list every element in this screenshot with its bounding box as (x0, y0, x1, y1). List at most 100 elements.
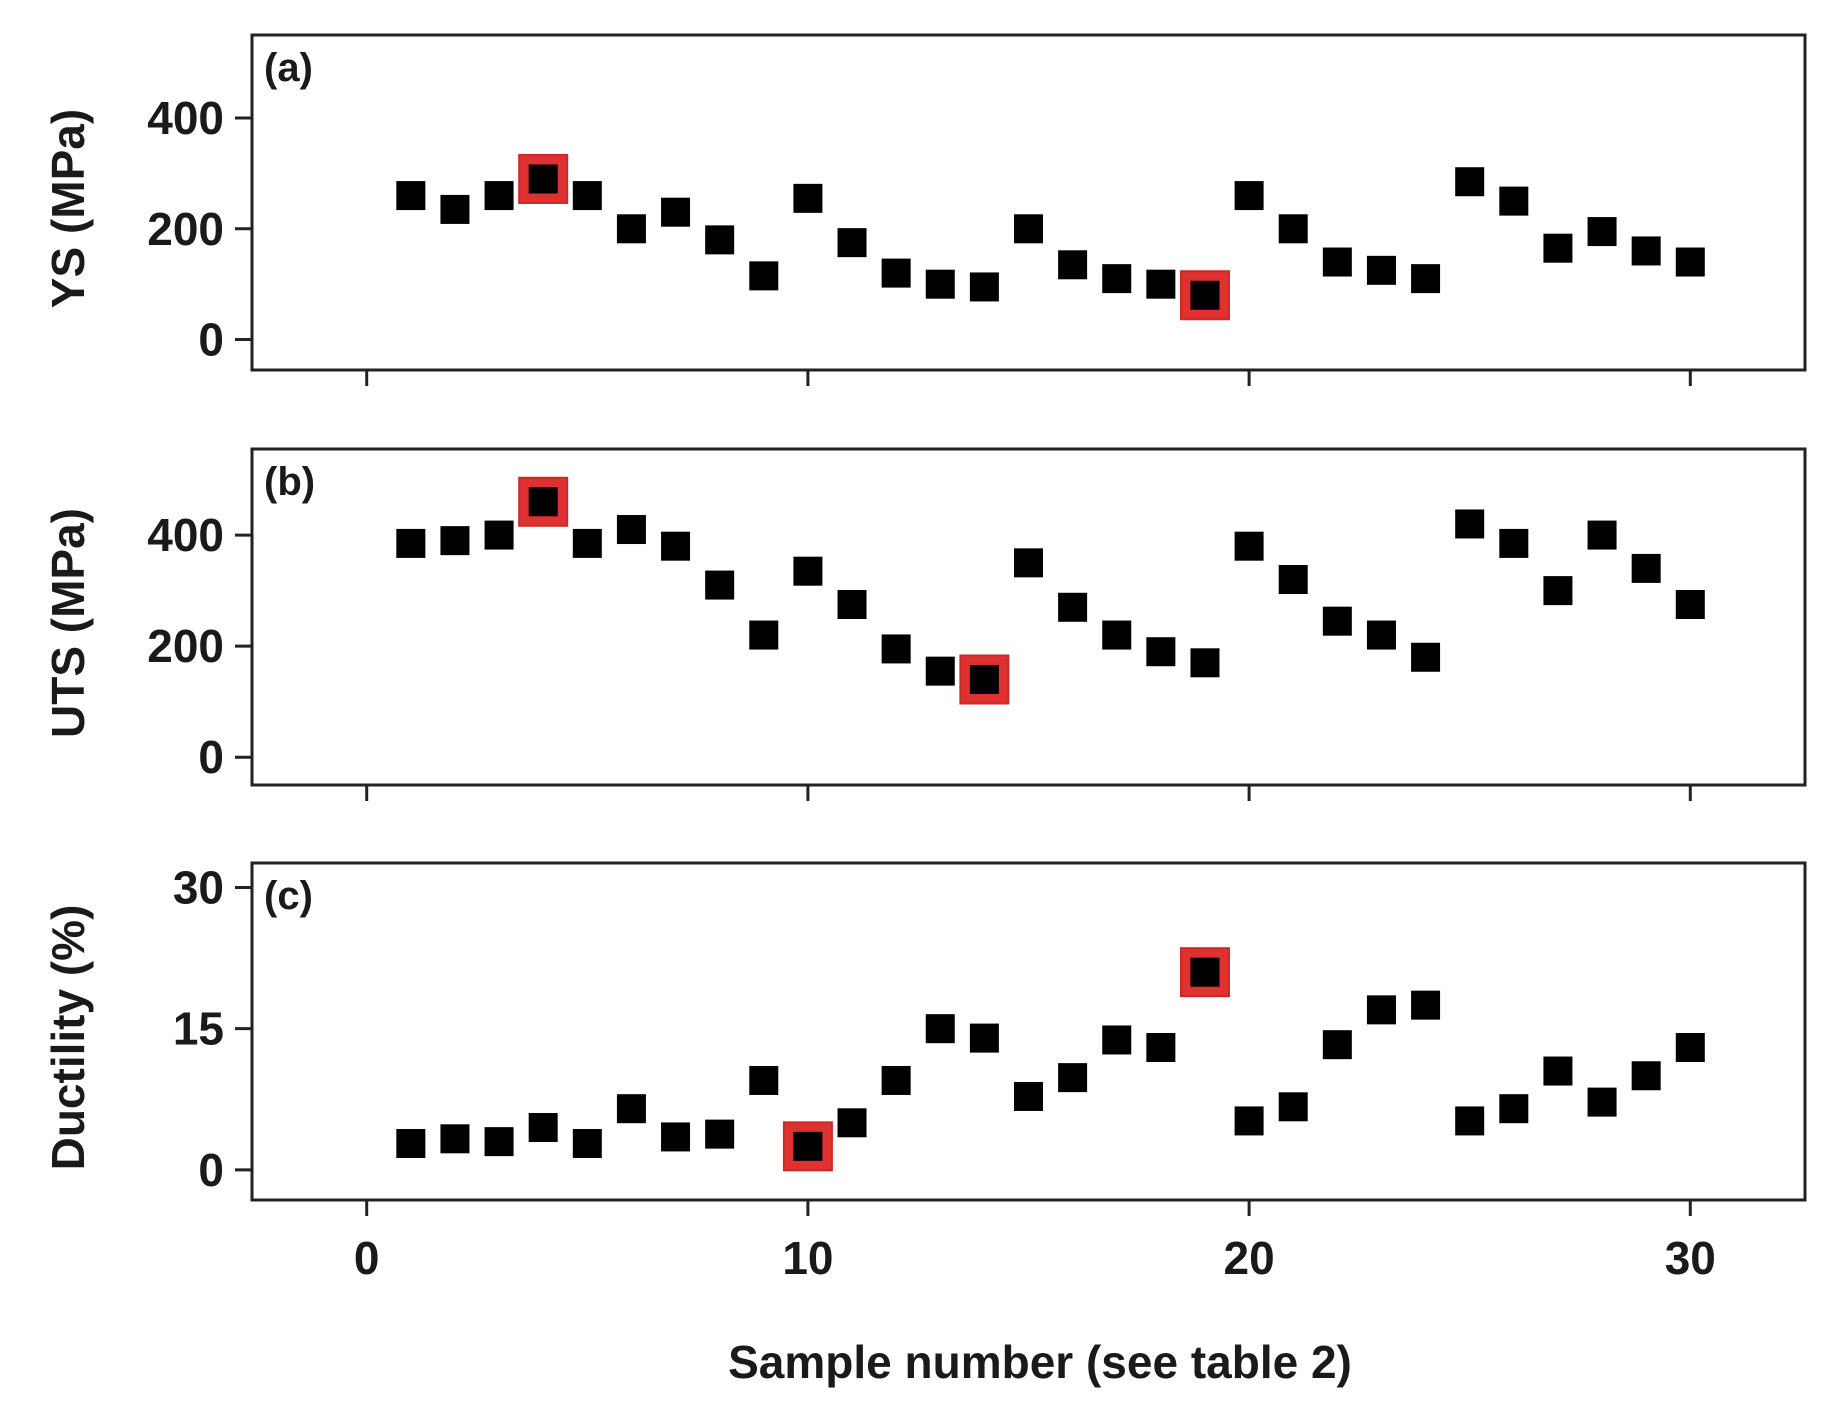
data-point (1058, 592, 1088, 622)
data-point (1102, 1025, 1132, 1055)
data-point (1146, 637, 1176, 667)
data-point (440, 526, 470, 556)
data-point (1631, 553, 1661, 583)
data-point (925, 269, 955, 299)
data-point (661, 531, 691, 561)
highlight-marker (1179, 270, 1230, 321)
data-point (1322, 606, 1352, 636)
data-point (1499, 186, 1529, 216)
y-tick-label: 400 (147, 92, 224, 144)
data-point (1675, 247, 1705, 277)
panel-2: (b) 0 200 400 UTS (MPa) (42, 447, 1807, 801)
data-point (572, 181, 602, 211)
y-axis-label: YS (MPa) (42, 109, 94, 308)
data-point (1499, 528, 1529, 558)
x-tick-label: 10 (782, 1232, 833, 1284)
data-point (1146, 1033, 1176, 1063)
data-point (572, 1129, 602, 1159)
panel-label: (b) (264, 460, 315, 504)
y-tick-label: 30 (173, 861, 224, 913)
data-point (484, 1127, 514, 1157)
data-point (484, 520, 514, 550)
data-point (1278, 214, 1308, 244)
data-point (440, 194, 470, 224)
data-point (440, 1124, 470, 1154)
data-point (1455, 1106, 1485, 1136)
y-axis-label: UTS (MPa) (42, 508, 94, 738)
data-point (925, 1014, 955, 1044)
data-point (793, 1131, 823, 1161)
panel-1: (a) 0 200 400 YS (MPa) (42, 33, 1807, 386)
data-point (969, 272, 999, 302)
data-point (1278, 1092, 1308, 1122)
data-point (1411, 264, 1441, 294)
data-point (793, 556, 823, 586)
data-point (1675, 1033, 1705, 1063)
data-point (1455, 509, 1485, 539)
data-point (881, 258, 911, 288)
data-point (1234, 1106, 1264, 1136)
panel-3: (c) 0 15 30 Ductility (%) (42, 861, 1807, 1216)
data-point (969, 664, 999, 694)
plot-frame (250, 447, 1807, 787)
y-tick-label: 0 (198, 1144, 224, 1196)
data-point (1190, 280, 1220, 310)
data-point (1411, 990, 1441, 1020)
data-point (705, 225, 735, 255)
data-point (925, 656, 955, 686)
data-point (396, 181, 426, 211)
data-point (1058, 250, 1088, 280)
data-point (528, 1113, 558, 1143)
data-point (881, 1065, 911, 1095)
plot-frame (250, 33, 1807, 372)
x-axis-label: Sample number (see table 2) (728, 1336, 1352, 1388)
y-tick-label: 400 (147, 509, 224, 561)
data-point (1543, 576, 1573, 606)
data-point (528, 487, 558, 517)
data-point (705, 1119, 735, 1149)
data-point (1587, 1087, 1617, 1117)
data-point (1102, 620, 1132, 650)
data-point (1190, 957, 1220, 987)
data-point (1102, 264, 1132, 294)
data-point (1631, 1061, 1661, 1091)
data-point (1278, 565, 1308, 595)
data-point (396, 1129, 426, 1159)
data-point (749, 261, 779, 291)
data-point (1190, 648, 1220, 678)
y-tick-label: 200 (147, 203, 224, 255)
data-point (1543, 1056, 1573, 1086)
data-point (616, 1094, 646, 1124)
data-point (484, 181, 514, 211)
data-point (1675, 590, 1705, 620)
data-point (1014, 1081, 1043, 1111)
data-point (1631, 236, 1661, 266)
y-tick-label: 15 (173, 1003, 224, 1055)
data-point (1366, 255, 1396, 285)
x-tick-label: 30 (1665, 1232, 1716, 1284)
y-tick-label: 0 (198, 314, 224, 366)
data-point (1322, 247, 1352, 277)
data-point (1366, 620, 1396, 650)
y-tick-label: 0 (198, 731, 224, 783)
data-point (1014, 214, 1043, 244)
data-point (1234, 531, 1264, 561)
y-tick-label: 200 (147, 620, 224, 672)
data-point (528, 164, 558, 194)
data-point (749, 620, 779, 650)
data-point (1366, 995, 1396, 1025)
x-tick-label: 20 (1224, 1232, 1275, 1284)
data-point (837, 1108, 867, 1138)
x-tick-label: 0 (354, 1232, 380, 1284)
y-axis-label: Ductility (%) (42, 905, 94, 1171)
panel-label: (a) (264, 46, 313, 90)
data-point (1146, 269, 1176, 299)
data-point (705, 570, 735, 600)
data-point (969, 1023, 999, 1053)
data-point (1543, 233, 1573, 263)
data-point (1322, 1030, 1352, 1060)
panel-label: (c) (264, 874, 313, 918)
data-point (793, 183, 823, 213)
